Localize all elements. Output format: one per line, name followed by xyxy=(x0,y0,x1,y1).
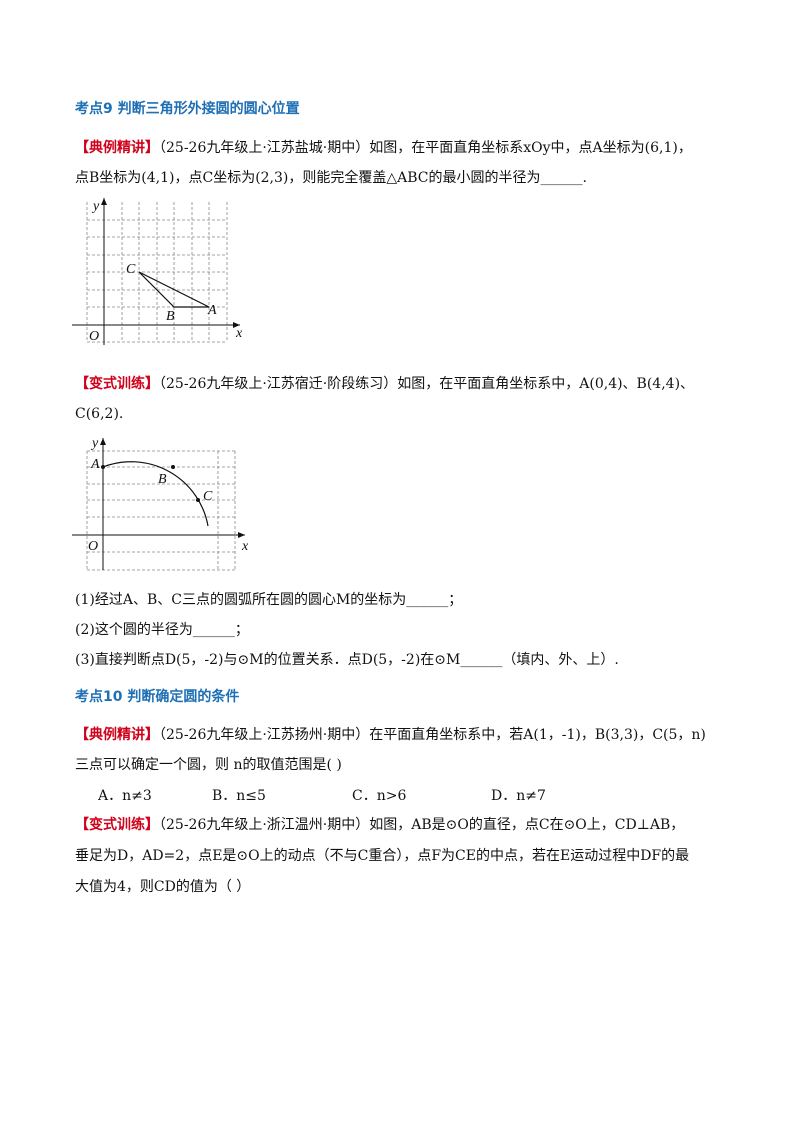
text: 垂足为D，AD=2，点E是⊙O上的动点（不与C重合），点F为CE的中点，若在E运… xyxy=(75,848,690,864)
point-label: C xyxy=(203,489,213,504)
question: (1)经过A、B、C三点的圆弧所在圆的圆心M的坐标为______； xyxy=(75,592,463,608)
question: (3)直接判断点D(5，-2)与⊙M的位置关系．点D(5，-2)在⊙M_____… xyxy=(75,652,619,668)
tag: 【变式训练】 xyxy=(75,376,159,392)
section-title: 考点9 判断三角形外接圆的圆心位置 xyxy=(75,101,300,117)
point-label: A xyxy=(207,303,217,318)
text: （25-26九年级上·江苏扬州·期中）在平面直角坐标系中，若A(1，-1)，B(… xyxy=(159,727,706,743)
text: 三点可以确定一个圆，则 n的取值范围是( ) xyxy=(75,757,342,773)
tag: 【变式训练】 xyxy=(75,817,159,833)
origin-label: O xyxy=(89,329,99,344)
axis-label: y xyxy=(90,436,99,451)
text: 大值为4，则CD的值为（ ） xyxy=(75,879,251,895)
tag: 【典例精讲】 xyxy=(75,727,159,743)
point-label: C xyxy=(126,262,136,277)
text: 点B坐标为(4,1)，点C坐标为(2,3)，则能完全覆盖△ABC的最小圆的半径为… xyxy=(75,170,587,186)
paragraph: 【典例精讲】（25-26九年级上·江苏扬州·期中）在平面直角坐标系中，若A(1，… xyxy=(75,725,706,745)
option: A．n≠3 xyxy=(98,788,152,804)
text: （25-26九年级上·江苏宿迁·阶段练习）如图，在平面直角坐标系中，A(0,4)… xyxy=(159,376,695,392)
axis-label: x xyxy=(235,326,243,341)
figure-2: y x O A B C xyxy=(72,436,249,571)
paragraph: 【变式训练】（25-26九年级上·江苏宿迁·阶段练习）如图，在平面直角坐标系中，… xyxy=(75,374,694,394)
point-label: B xyxy=(158,472,167,487)
axis-label: x xyxy=(241,539,249,554)
figure-1: y x O A B C xyxy=(72,198,243,345)
paragraph: 【典例精讲】（25-26九年级上·江苏盐城·期中）如图，在平面直角坐标系xOy中… xyxy=(75,138,692,158)
text: C(6,2). xyxy=(75,406,124,422)
text: （25-26九年级上·江苏盐城·期中）如图，在平面直角坐标系xOy中，点A坐标为… xyxy=(159,140,692,156)
option: C．n>6 xyxy=(352,788,407,804)
origin-label: O xyxy=(88,539,98,554)
axis-label: y xyxy=(91,199,100,214)
option: B．n≤5 xyxy=(212,788,266,804)
point-label: B xyxy=(166,309,175,324)
question: (2)这个圆的半径为______； xyxy=(75,622,249,638)
text: （25-26九年级上·浙江温州·期中）如图，AB是⊙O的直径，点C在⊙O上，CD… xyxy=(159,817,685,833)
section-title: 考点10 判断确定圆的条件 xyxy=(75,689,240,705)
paragraph: 【变式训练】（25-26九年级上·浙江温州·期中）如图，AB是⊙O的直径，点C在… xyxy=(75,815,684,835)
tag: 【典例精讲】 xyxy=(75,140,159,156)
option: D．n≠7 xyxy=(491,788,546,804)
point-label: A xyxy=(90,457,100,472)
